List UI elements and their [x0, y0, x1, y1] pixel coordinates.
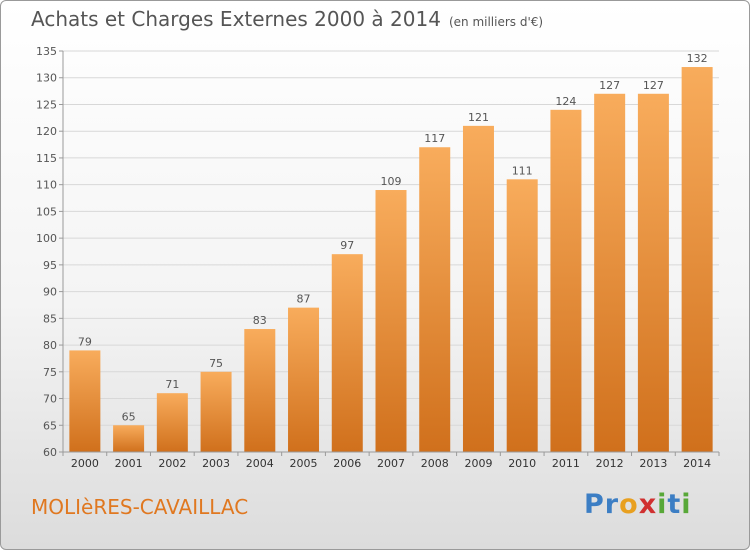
x-tick-label: 2011 — [552, 457, 580, 470]
x-tick-label: 2001 — [115, 457, 143, 470]
x-tick-label: 2004 — [246, 457, 274, 470]
y-tick-label: 80 — [43, 339, 57, 352]
x-tick-label: 2013 — [639, 457, 667, 470]
x-tick-label: 2010 — [508, 457, 536, 470]
bar — [244, 329, 276, 452]
y-tick-label: 85 — [43, 312, 57, 325]
x-tick-label: 2002 — [158, 457, 186, 470]
data-label: 75 — [209, 357, 223, 370]
y-tick-label: 105 — [36, 205, 57, 218]
data-label: 111 — [512, 164, 533, 177]
data-label: 87 — [297, 293, 311, 306]
x-tick-label: 2009 — [464, 457, 492, 470]
y-tick-label: 90 — [43, 286, 57, 299]
y-tick-label: 120 — [36, 125, 57, 138]
data-label: 65 — [122, 410, 136, 423]
x-tick-label: 2014 — [683, 457, 711, 470]
x-tick-label: 2007 — [377, 457, 405, 470]
data-label: 79 — [78, 335, 92, 348]
bar — [462, 125, 494, 452]
chart-title: Achats et Charges Externes 2000 à 2014 (e… — [31, 7, 543, 31]
logo-letter: x — [638, 489, 658, 520]
commune-name: MOLIèRES-CAVAILLAC — [31, 495, 249, 519]
logo-letter: o — [619, 489, 639, 520]
data-label: 117 — [424, 132, 445, 145]
x-tick-label: 2000 — [71, 457, 99, 470]
y-tick-label: 70 — [43, 393, 57, 406]
data-label: 127 — [599, 79, 620, 92]
x-tick-label: 2012 — [596, 457, 624, 470]
data-label: 83 — [253, 314, 267, 327]
bar — [419, 147, 451, 453]
y-tick-label: 60 — [43, 446, 57, 459]
bar — [331, 254, 363, 452]
data-label: 127 — [643, 79, 664, 92]
bar — [637, 93, 669, 453]
logo-letter: i — [681, 489, 692, 520]
y-tick-label: 115 — [36, 152, 57, 165]
bar — [506, 179, 538, 452]
y-tick-label: 130 — [36, 72, 57, 85]
data-label: 121 — [468, 111, 489, 124]
bar — [550, 109, 582, 453]
y-tick-label: 75 — [43, 366, 57, 379]
logo-letter: P — [584, 489, 605, 520]
title-unit: (en milliers d'€) — [448, 15, 544, 29]
bar — [288, 307, 320, 452]
title-text: Achats et Charges Externes 2000 à 2014 — [31, 7, 441, 31]
bar — [69, 350, 101, 452]
logo-letter: i — [657, 489, 668, 520]
x-tick-label: 2005 — [290, 457, 318, 470]
bar — [375, 190, 407, 452]
bar — [681, 67, 713, 452]
data-label: 71 — [165, 378, 179, 391]
bar — [113, 425, 145, 452]
bar — [156, 393, 188, 452]
proxiti-logo[interactable]: Proxiti — [584, 489, 692, 520]
bar — [200, 371, 232, 452]
y-tick-label: 110 — [36, 179, 57, 192]
data-label: 109 — [381, 175, 402, 188]
x-tick-label: 2003 — [202, 457, 230, 470]
y-tick-label: 125 — [36, 98, 57, 111]
bar — [594, 93, 626, 453]
logo-letter: r — [604, 489, 620, 520]
data-label: 97 — [340, 239, 354, 252]
data-label: 132 — [687, 52, 708, 65]
x-tick-label: 2008 — [421, 457, 449, 470]
y-tick-label: 100 — [36, 232, 57, 245]
y-tick-label: 65 — [43, 419, 57, 432]
y-tick-label: 135 — [36, 45, 57, 58]
data-label: 124 — [555, 95, 576, 108]
logo-letter: t — [667, 489, 682, 520]
x-tick-label: 2006 — [333, 457, 361, 470]
y-tick-label: 95 — [43, 259, 57, 272]
